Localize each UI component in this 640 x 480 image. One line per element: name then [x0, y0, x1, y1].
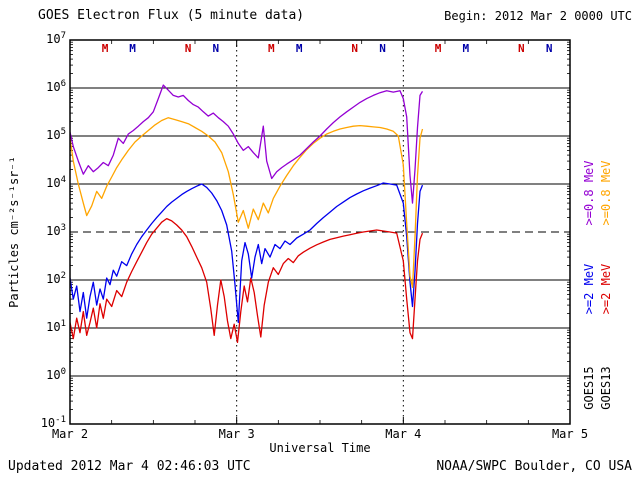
noon-midnight-marker: N [546, 42, 553, 55]
series-group [70, 84, 424, 344]
noon-midnight-marker: N [518, 42, 525, 55]
y-tick-label: 101 [46, 319, 66, 334]
noon-midnight-marker: M [435, 42, 442, 55]
noon-midnight-marker: M [296, 42, 303, 55]
x-tick-label: Mar 3 [218, 427, 255, 441]
x-axis-title: Universal Time [269, 441, 371, 455]
begin-timestamp: Begin: 2012 Mar 2 0000 UTC [444, 9, 632, 23]
noon-midnight-marker: M [463, 42, 470, 55]
noon-midnight-marker: N [379, 42, 386, 55]
updated-timestamp: Updated 2012 Mar 4 02:46:03 UTC [8, 459, 251, 474]
y-tick-label: 106 [46, 79, 66, 94]
y-tick-label: 10-1 [40, 415, 66, 430]
noon-midnight-marker: N [185, 42, 192, 55]
noon-midnight-marker: N [351, 42, 358, 55]
legend-goes15-name: GOES15 [582, 366, 596, 410]
y-axis-title: Particles cm⁻²s⁻¹sr⁻¹ [7, 156, 21, 308]
page-title: GOES Electron Flux (5 minute data) [38, 8, 305, 23]
noaa-credit: NOAA/SWPC Boulder, CO USA [436, 459, 632, 474]
noon-midnight-marker: M [129, 42, 136, 55]
x-tick-label: Mar 5 [551, 427, 589, 441]
y-tick-label: 107 [46, 31, 66, 46]
x-tick-label: Mar 4 [385, 427, 422, 441]
noon-midnight-marker: N [213, 42, 220, 55]
noon-midnight-marker: M [102, 42, 109, 55]
y-tick-label: 104 [46, 175, 66, 190]
x-tick-label: Mar 2 [51, 427, 89, 441]
series-goes13-0-8-mev [70, 117, 424, 289]
series-goes15-0-8-mev [70, 84, 424, 204]
plot-frame [69, 39, 571, 425]
legend-goes13-name: GOES13 [599, 366, 613, 410]
series-goes15-2-mev [70, 182, 424, 324]
y-tick-label: 105 [46, 127, 66, 142]
series-goes13-2-mev [70, 217, 424, 344]
y-tick-label: 102 [46, 271, 66, 286]
y-tick-label: 103 [46, 223, 66, 238]
noon-midnight-marker: M [268, 42, 275, 55]
y-tick-label: 100 [46, 367, 66, 382]
